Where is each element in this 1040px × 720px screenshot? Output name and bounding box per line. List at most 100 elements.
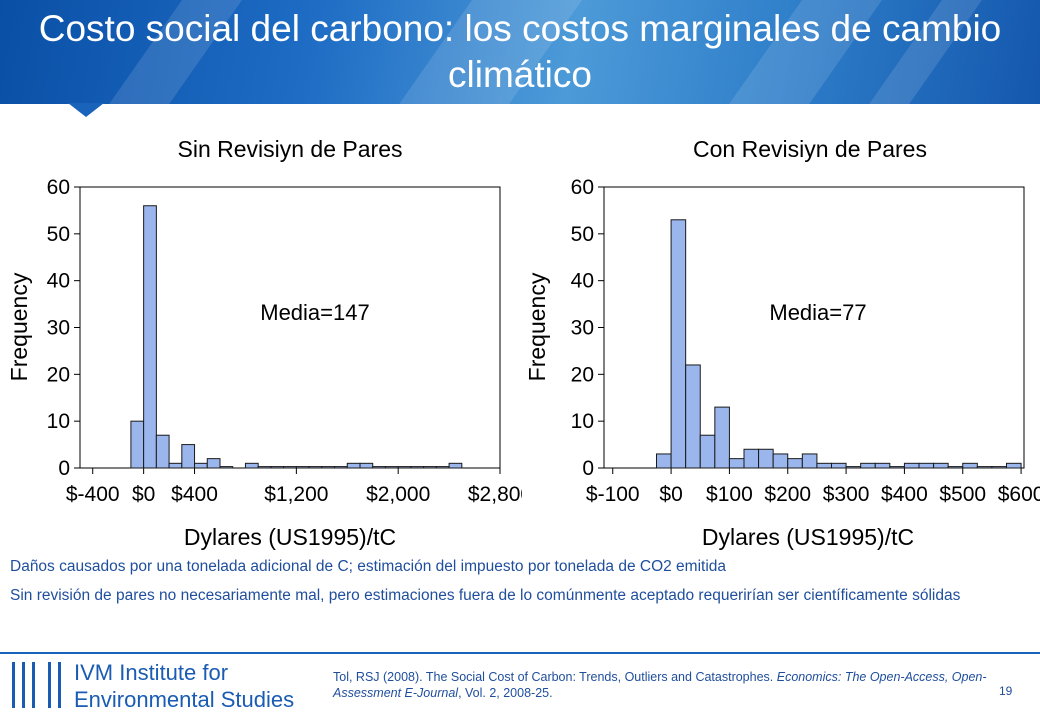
histogram-bar [410,466,425,469]
histogram-bar [860,462,876,469]
plot-frame [603,186,1025,469]
y-tick-label: 50 [571,223,594,246]
citation: Tol, RSJ (2008). The Social Cost of Carb… [333,669,993,701]
y-tick-label: 40 [47,270,70,293]
x-axis-label: Dylares (US1995)/tC [702,524,914,550]
histogram-bar [448,462,463,469]
histogram-bar [714,406,730,469]
histogram-without-peer-review: Sin Revisiyn de Pares 0 10 20 30 40 50 60 $-400 $… [6,136,522,550]
histogram-bar [918,462,935,469]
note-damage-definition: Daños causados por una tonelada adiciona… [10,558,727,575]
histogram-bar [181,444,196,469]
banner-notch [68,103,104,117]
histogram-bar [801,453,818,469]
citation-part-2: , Vol. 2, 2008-25. [458,686,553,700]
histogram-bar [758,448,774,469]
y-tick-label: 60 [47,176,70,199]
histogram-bar [728,458,745,469]
histogram-bar [845,466,862,469]
histogram-with-peer-review: Con Revisiyn de Pares 0 10 20 30 40 50 60 $-100 $… [524,136,1040,550]
histogram-bar [831,462,847,469]
mean-annotation: Media=77 [769,300,866,325]
chart-title: Con Revisiyn de Pares [693,136,927,162]
histogram-bar [933,462,949,469]
histogram-bar [903,462,920,469]
histogram-bar [359,462,374,469]
histogram-bar [372,466,386,469]
y-tick-label: 50 [47,223,70,246]
header-banner: Costo social del carbono: los costos mar… [0,0,1040,104]
histogram-bar [194,462,208,469]
x-tick-label: $0 [132,483,155,506]
slide-notes: Daños causados por una tonelada adiciona… [10,556,1030,614]
histogram-bar [976,466,993,469]
histogram-bar [435,466,450,469]
x-tick-label: $100 [706,483,753,506]
histogram-bar [130,420,145,469]
y-tick-label: 30 [47,317,70,340]
x-tick-label: $300 [823,483,870,506]
y-tick-label: 0 [58,457,70,480]
y-tick-label: 40 [571,270,594,293]
histogram-bar [874,462,891,469]
histogram-bar [962,462,978,469]
chart-title: Sin Revisiyn de Pares [178,136,403,162]
x-tick-label: $-100 [586,483,640,506]
histogram-bar [699,434,716,469]
histogram-bar [321,466,336,469]
x-tick-label: $1,200 [264,483,328,506]
note-peer-review: Sin revisión de pares no necesariamente … [10,587,961,604]
histogram-bar [270,466,285,469]
x-tick-label: $200 [764,483,811,506]
x-tick-label: $600 [998,483,1040,506]
y-tick-label: 60 [571,176,594,199]
histogram-bar [772,453,789,469]
histogram-bar [384,466,399,469]
histogram-bar [334,466,348,469]
y-tick-label: 10 [47,410,70,433]
histogram-bar [947,466,964,469]
citation-journal: Economics: The Open-Access, Open-Assessm… [333,670,987,700]
y-tick-label: 30 [571,317,594,340]
histogram-bar [346,462,361,469]
histogram-bar [206,458,221,469]
histogram-bar [816,462,832,469]
histogram-bar [423,466,437,469]
x-tick-label: $400 [171,483,218,506]
histogram-bar [219,466,234,469]
histogram-bar [295,466,310,469]
x-tick-label: $2,800 [468,483,522,506]
histogram-bar [656,453,672,469]
histogram-bar [685,364,701,469]
histogram-bar [155,434,170,469]
y-tick-label: 20 [47,363,70,386]
x-tick-label: $2,000 [366,483,430,506]
y-tick-label: 10 [571,410,594,433]
footer-divider [0,652,1040,654]
y-tick-label: 20 [571,363,594,386]
histogram-bar [283,466,297,469]
x-tick-label: $0 [659,483,682,506]
x-tick-label: $400 [881,483,928,506]
logo-line-1: IVM Institute for [74,660,229,685]
x-axis-label: Dylares (US1995)/tC [184,524,396,550]
histogram-bar [889,466,905,469]
page-number: 19 [999,684,1013,698]
x-tick-label: $500 [939,483,986,506]
x-tick-label: $-400 [66,483,120,506]
histogram-bar [257,466,272,469]
histogram-bar [1006,462,1022,469]
ivm-logo: IVM Institute for Environmental Studies [12,660,322,712]
histogram-bar [143,205,157,469]
histogram-bar [670,219,687,469]
y-axis-label: Frequency [524,272,550,381]
y-axis-label: Frequency [6,272,32,381]
histogram-bar [244,462,259,469]
logo-line-2: Environmental Studies [74,687,295,712]
histogram-bar [991,466,1007,469]
histogram-bar [308,466,323,469]
histogram-bar [168,462,183,469]
histogram-bar [397,466,412,469]
citation-part-1: Tol, RSJ (2008). The Social Cost of Carb… [333,670,777,684]
mean-annotation: Media=147 [260,300,369,325]
